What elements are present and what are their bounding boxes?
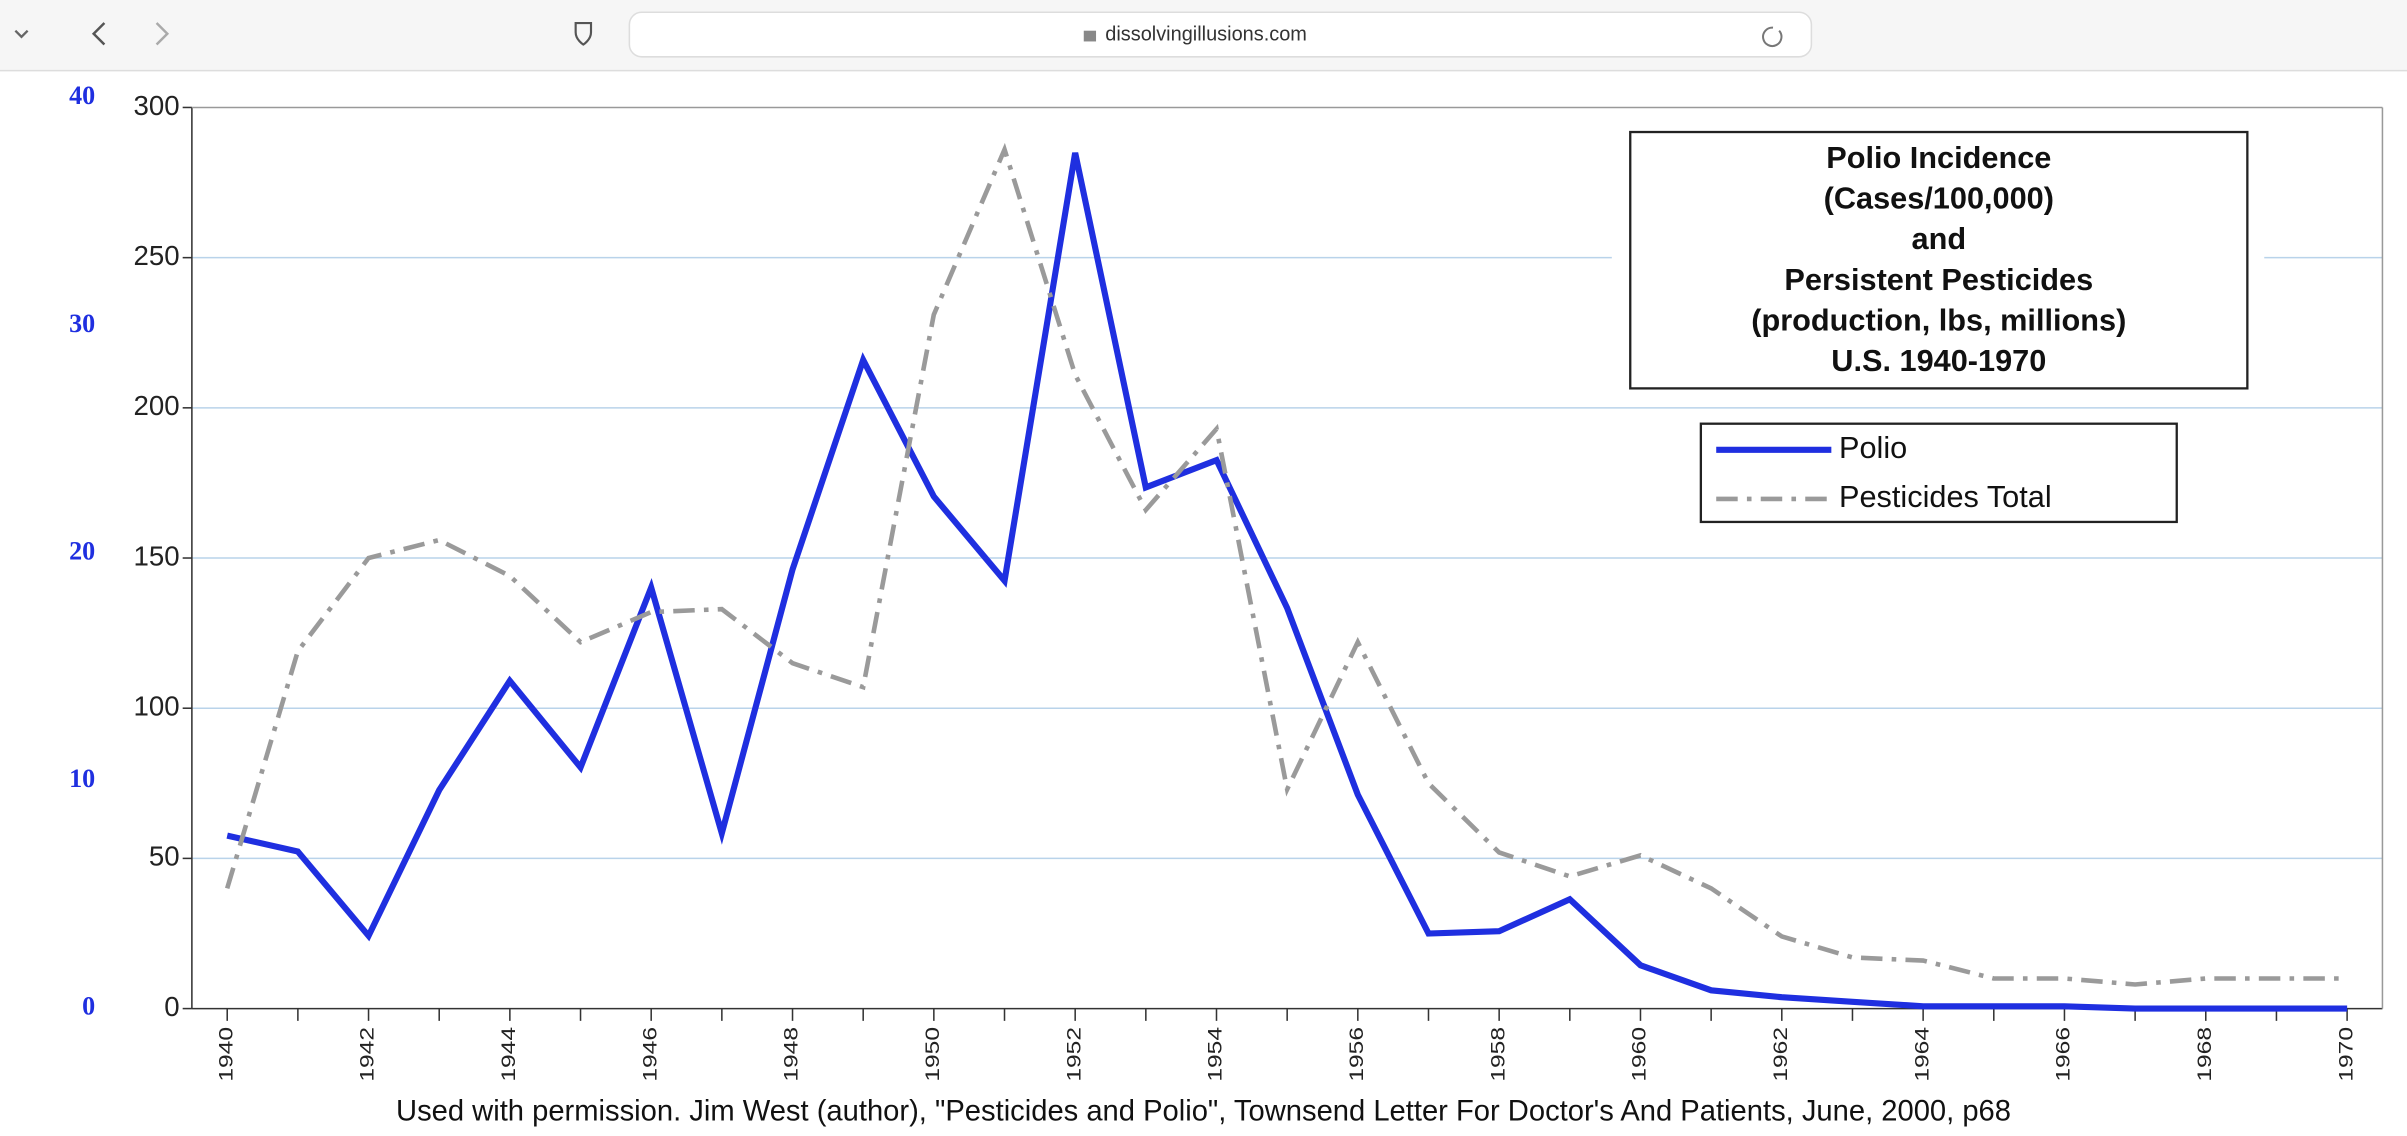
shield-icon[interactable]	[574, 21, 593, 46]
reload-button[interactable]	[1762, 26, 1783, 47]
title-box	[1629, 130, 2249, 390]
chart-title: (Cases/100,000)	[1824, 180, 2054, 215]
y2-tick-label: 10	[69, 764, 95, 793]
lock-icon	[1083, 30, 1097, 42]
chart-title: Persistent Pesticides	[1784, 262, 2093, 297]
chart-title: (production, lbs, millions)	[1751, 302, 2126, 337]
y-tick-label: 0	[164, 991, 179, 1022]
y2-tick-label: 0	[82, 992, 95, 1021]
series-line	[224, 142, 2348, 987]
url-text: dissolvingillusions.com	[1105, 24, 1307, 46]
chart-title: and	[1912, 221, 1967, 256]
y-tick-label: 50	[149, 841, 180, 872]
x-tick-label: 1958	[1487, 1027, 1509, 1082]
y2-tick-label: 30	[69, 309, 95, 338]
x-tick-label: 1946	[639, 1027, 661, 1082]
chart-title: Polio Incidence	[1826, 140, 2051, 175]
y2-tick-label: 20	[69, 536, 95, 565]
y-tick-label: 150	[134, 540, 180, 571]
x-tick-label: 1962	[1769, 1027, 1791, 1082]
x-tick-label: 1952	[1063, 1027, 1085, 1082]
series-line	[226, 152, 2348, 1012]
lines	[224, 142, 2348, 1012]
y-tick-label: 250	[134, 240, 180, 271]
legend-box	[1699, 422, 2178, 524]
x-tick-label: 1960	[1628, 1027, 1650, 1082]
x-tick-label: 1942	[356, 1027, 378, 1082]
x-tick-label: 1966	[2052, 1027, 2074, 1082]
back-button[interactable]	[91, 22, 106, 46]
x-tick-label: 1956	[1345, 1027, 1367, 1082]
x-tick-label: 1948	[780, 1027, 802, 1082]
url-field[interactable]	[628, 11, 1813, 58]
x-tick-label: 1950	[921, 1027, 943, 1082]
legend-label: Polio	[1839, 430, 1907, 465]
chart-title: U.S. 1940-1970	[1831, 343, 2046, 378]
y2-tick-label: 40	[69, 81, 95, 110]
annotations: 0 50 100 150 200 250 300 0 10 20 30 40 1940 1942 1944 1…	[69, 81, 2357, 1127]
y-tick-label: 100	[134, 691, 180, 722]
x-tick-label: 1964	[1911, 1027, 1933, 1082]
x-tick-label: 1968	[2193, 1027, 2215, 1082]
x-tick-label: 1944	[497, 1027, 519, 1082]
legend-label: Pesticides Total	[1839, 479, 2052, 514]
x-tick-label: 1970	[2335, 1027, 2357, 1082]
x-tick-label: 1954	[1204, 1027, 1226, 1082]
source-note: Used with permission. Jim West (author),…	[396, 1096, 2011, 1128]
forward-button[interactable]	[155, 22, 170, 46]
x-tick-label: 1940	[215, 1027, 237, 1082]
y-tick-label: 200	[134, 390, 180, 421]
y-tick-label: 300	[134, 90, 180, 121]
menu-chevron[interactable]	[14, 29, 29, 39]
